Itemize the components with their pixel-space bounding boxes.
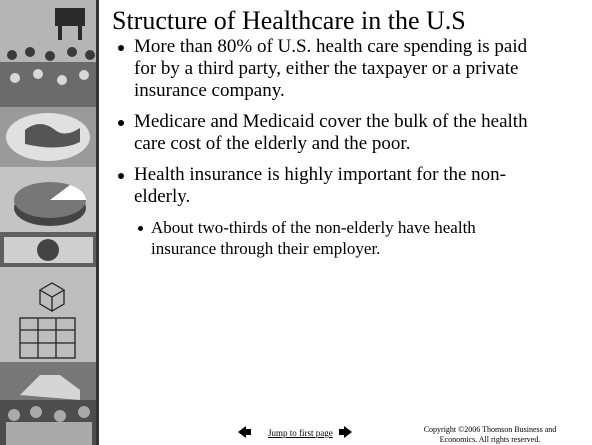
copyright: Copyright ©2006 Thomson Business and Econ…: [392, 425, 588, 445]
image-strip: [0, 0, 99, 445]
bullet: Medicare and Medicaid cover the bulk of …: [116, 111, 544, 155]
bullet-list: More than 80% of U.S. health care spendi…: [116, 36, 556, 268]
bullet: About two-thirds of the non-elderly have…: [136, 217, 511, 259]
copyright-line: Copyright ©2006 Thomson Business and: [423, 425, 557, 434]
copyright-line: Economics. All rights reserved.: [439, 435, 541, 444]
jump-link[interactable]: Jump to first page: [268, 428, 333, 438]
bullet: More than 80% of U.S. health care spendi…: [116, 36, 544, 102]
nav-arrows: [238, 426, 352, 438]
prev-arrow[interactable]: [238, 426, 251, 438]
slide-title: Structure of Healthcare in the U.S: [112, 6, 466, 35]
next-arrow[interactable]: [339, 426, 352, 438]
bullet: Health insurance is highly important for…: [116, 164, 544, 208]
